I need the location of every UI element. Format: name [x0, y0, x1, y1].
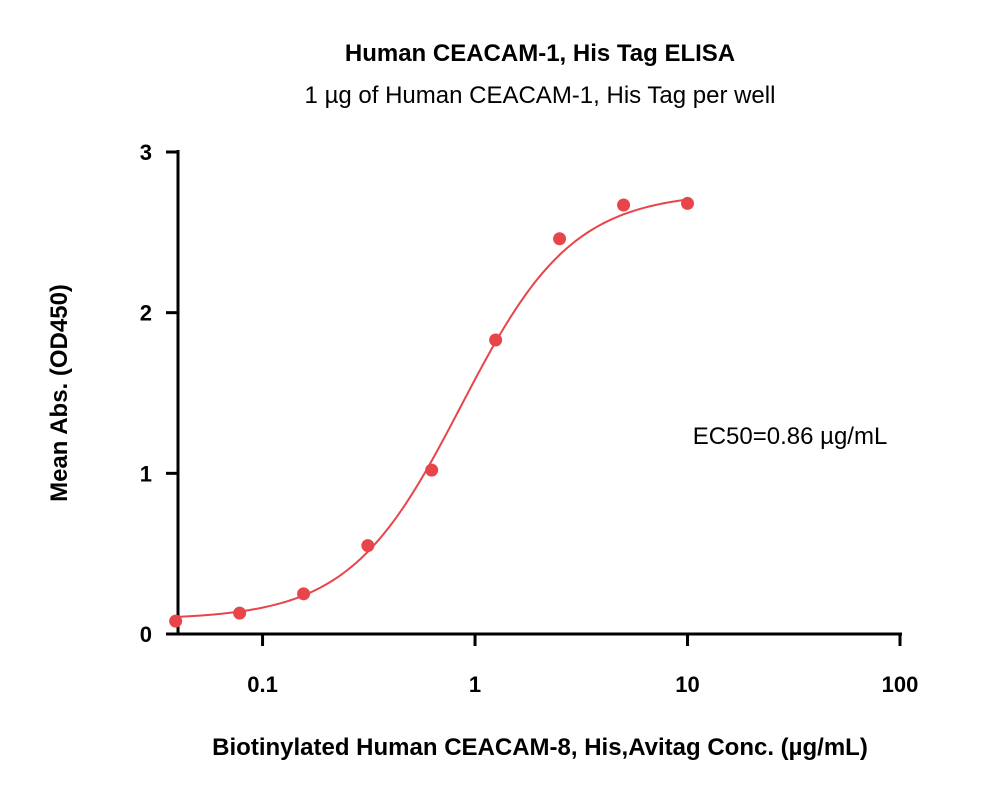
y-tick-label: 2	[140, 301, 152, 326]
data-point	[617, 198, 631, 212]
x-tick-label: 10	[675, 672, 699, 697]
x-axis-title: Biotinylated Human CEACAM-8, His,Avitag …	[212, 734, 868, 761]
data-point	[489, 333, 503, 347]
data-point	[361, 539, 375, 553]
chart-subtitle: 1 µg of Human CEACAM-1, His Tag per well	[304, 82, 776, 109]
x-tick-label: 0.1	[247, 672, 278, 697]
data-point	[681, 196, 695, 210]
fit-layer	[175, 198, 688, 618]
labels-layer: Biotinylated Human CEACAM-8, His,Avitag …	[46, 284, 887, 761]
data-point	[297, 587, 311, 601]
points-layer	[169, 196, 695, 628]
data-point	[169, 614, 183, 628]
x-tick-label: 1	[469, 672, 481, 697]
chart-title: Human CEACAM-1, His Tag ELISA	[344, 40, 736, 67]
axes: 0 1 2 3 0.1 1 10 100	[140, 140, 919, 697]
data-point	[425, 463, 439, 477]
ec50-annotation: EC50=0.86 µg/mL	[693, 423, 888, 450]
x-tick-label: 100	[882, 672, 919, 697]
data-point	[553, 232, 567, 246]
y-tick-label: 3	[140, 140, 152, 165]
y-tick-label: 0	[140, 622, 152, 647]
fit-curve	[175, 198, 688, 618]
y-tick-label: 1	[140, 461, 152, 486]
data-point	[233, 606, 247, 620]
y-axis-title: Mean Abs. (OD450)	[46, 284, 73, 502]
